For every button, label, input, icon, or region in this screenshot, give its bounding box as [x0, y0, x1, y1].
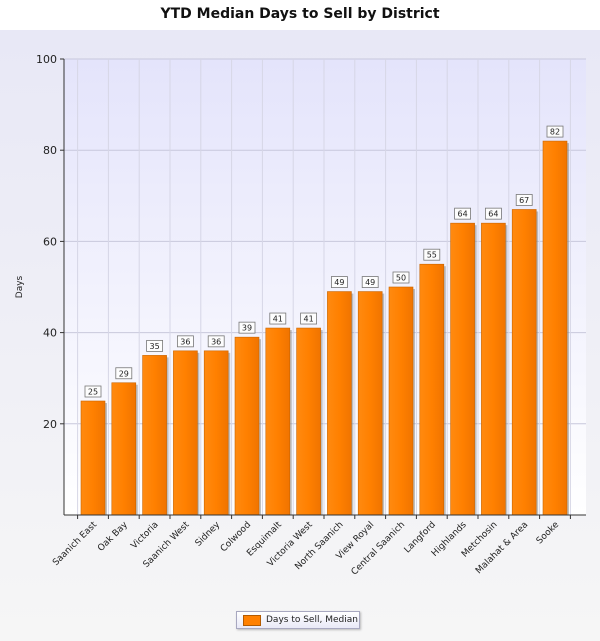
data-label: 55	[427, 251, 437, 260]
legend: Days to Sell, Median	[236, 611, 360, 629]
data-label: 35	[150, 342, 160, 351]
y-axis-ticks: 20 40 60 80 100	[36, 53, 64, 431]
data-label-box	[392, 271, 410, 284]
bar	[357, 291, 383, 516]
data-label-box	[546, 125, 564, 138]
data-label: 41	[304, 315, 314, 324]
y-tick-label: 60	[43, 235, 57, 248]
data-label-box	[484, 207, 502, 220]
bar	[419, 263, 445, 516]
data-label-box	[300, 312, 318, 325]
data-label: 64	[488, 210, 498, 219]
bar	[542, 140, 568, 516]
data-label: 50	[396, 274, 406, 283]
bar	[511, 209, 537, 516]
data-label: 49	[365, 278, 375, 287]
bar	[80, 400, 106, 516]
data-label: 36	[211, 337, 221, 346]
data-label-box	[176, 335, 194, 348]
y-tick-label: 80	[43, 144, 57, 157]
bar	[265, 327, 291, 516]
data-label: 64	[458, 210, 468, 219]
y-tick-label: 20	[43, 418, 57, 431]
bar	[142, 355, 167, 516]
bar	[203, 350, 229, 516]
data-label: 29	[119, 369, 129, 378]
data-label-box	[454, 207, 472, 220]
gridlines	[64, 58, 586, 519]
data-label-box	[515, 194, 533, 206]
data-label: 25	[88, 388, 98, 397]
data-label: 49	[334, 278, 344, 287]
bar	[388, 286, 414, 516]
data-label: 82	[550, 128, 560, 137]
data-label-box	[423, 248, 441, 261]
data-label-box	[84, 385, 102, 398]
bar	[296, 327, 321, 516]
data-label-box	[115, 367, 133, 380]
data-label: 41	[273, 315, 283, 324]
data-labels: 25 29 35 36 36 39 41 41 49 49 50 55 64 64 67 82	[84, 125, 564, 398]
bar	[234, 336, 260, 516]
plot-area	[64, 59, 586, 515]
legend-label: Days to Sell, Median	[266, 615, 358, 625]
data-label: 67	[519, 196, 529, 205]
data-label-box	[207, 335, 225, 348]
bar	[173, 350, 198, 516]
bar	[450, 222, 475, 516]
legend-swatch	[243, 614, 261, 626]
y-tick-label: 40	[43, 327, 57, 340]
data-label-box	[361, 276, 379, 288]
y-tick-label: 100	[36, 53, 57, 66]
bars	[80, 140, 569, 516]
data-label: 39	[242, 324, 252, 333]
bar	[111, 382, 137, 516]
data-label-box	[146, 339, 164, 352]
data-label-box	[330, 276, 348, 288]
data-label-box	[238, 321, 256, 334]
chart-title: YTD Median Days to Sell by District	[160, 6, 440, 22]
bar	[327, 291, 352, 516]
data-label: 36	[180, 337, 190, 346]
data-label-box	[269, 312, 287, 325]
bar	[481, 222, 506, 516]
y-axis-title: Days	[15, 275, 25, 298]
